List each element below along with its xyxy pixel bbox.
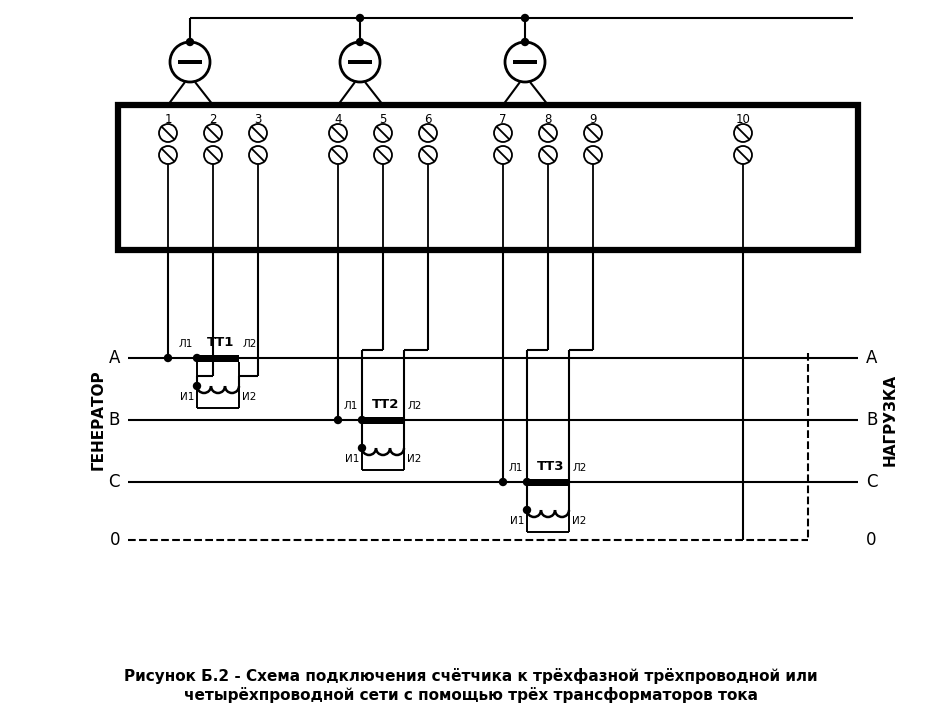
Bar (513, 60, 537, 64)
Text: И1: И1 (180, 392, 194, 402)
Text: Л2: Л2 (243, 339, 257, 349)
Text: 4: 4 (334, 113, 342, 126)
Text: 0: 0 (866, 531, 876, 549)
Text: 5: 5 (380, 113, 386, 126)
Text: A: A (108, 349, 120, 367)
Text: 0: 0 (109, 531, 120, 549)
Bar (527, 478, 569, 486)
Circle shape (187, 39, 193, 45)
Circle shape (524, 507, 530, 513)
Text: 6: 6 (424, 113, 431, 126)
Circle shape (524, 478, 530, 486)
Circle shape (193, 355, 201, 362)
Text: НАГРУЗКА: НАГРУЗКА (883, 374, 898, 466)
Text: A: A (866, 349, 877, 367)
Text: И2: И2 (242, 392, 256, 402)
Text: И2: И2 (572, 516, 586, 526)
Circle shape (356, 39, 364, 45)
Text: B: B (108, 411, 120, 429)
Circle shape (165, 355, 171, 362)
Circle shape (356, 15, 364, 22)
Text: И1: И1 (510, 516, 524, 526)
Text: 10: 10 (736, 113, 751, 126)
Text: Л2: Л2 (408, 401, 422, 411)
Bar (118, 105, 858, 250)
Text: Л1: Л1 (509, 463, 523, 473)
Text: C: C (108, 473, 120, 491)
Text: 2: 2 (209, 113, 217, 126)
Text: ГЕНЕРАТОР: ГЕНЕРАТОР (90, 370, 106, 470)
Bar (178, 60, 202, 64)
Circle shape (522, 15, 528, 22)
Text: ТТ3: ТТ3 (537, 460, 565, 473)
Text: 8: 8 (544, 113, 552, 126)
Bar (362, 416, 404, 424)
Bar (197, 355, 239, 362)
Text: 7: 7 (499, 113, 507, 126)
Text: Л1: Л1 (344, 401, 358, 411)
Circle shape (334, 416, 342, 424)
Text: Л1: Л1 (179, 339, 193, 349)
Circle shape (522, 39, 528, 45)
Text: 9: 9 (590, 113, 596, 126)
Text: ТТ1: ТТ1 (207, 336, 235, 349)
Text: C: C (866, 473, 878, 491)
Text: И1: И1 (345, 454, 359, 464)
Circle shape (193, 382, 201, 389)
Text: Рисунок Б.2 - Схема подключения счётчика к трёхфазной трёхпроводной или
четырёхп: Рисунок Б.2 - Схема подключения счётчика… (124, 668, 818, 703)
Bar (348, 60, 372, 64)
Text: 1: 1 (164, 113, 171, 126)
Circle shape (359, 445, 365, 451)
Text: Л2: Л2 (573, 463, 588, 473)
Circle shape (499, 478, 507, 486)
Text: B: B (866, 411, 877, 429)
Text: ТТ2: ТТ2 (372, 398, 399, 411)
Circle shape (359, 416, 365, 424)
Text: И2: И2 (407, 454, 421, 464)
Text: 3: 3 (254, 113, 262, 126)
